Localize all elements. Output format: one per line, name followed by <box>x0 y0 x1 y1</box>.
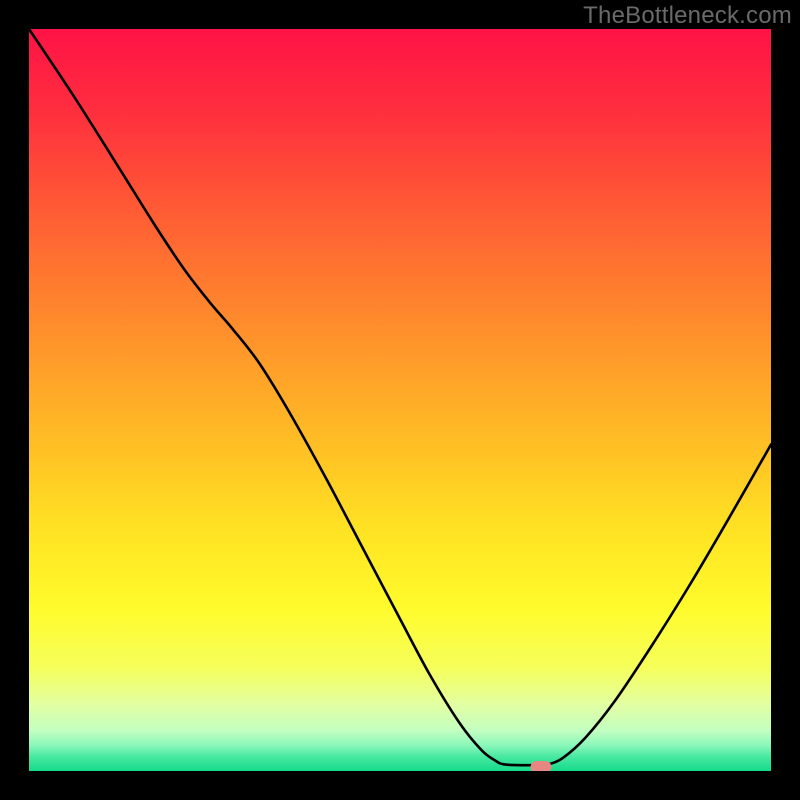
chart-frame: TheBottleneck.com <box>0 0 800 800</box>
plot-area <box>29 29 771 771</box>
chart-background <box>29 29 771 771</box>
watermark-text: TheBottleneck.com <box>583 2 792 30</box>
optimal-marker <box>531 761 552 771</box>
gradient-line-chart <box>29 29 771 771</box>
